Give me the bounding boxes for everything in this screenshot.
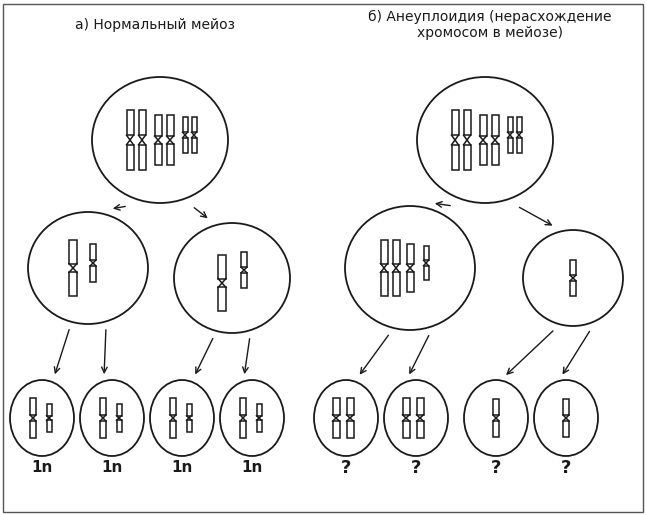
Bar [30,398,36,415]
Bar [516,117,521,132]
Bar [186,420,192,432]
Text: ?: ? [341,459,351,477]
Bar [347,398,353,415]
Bar [463,110,470,135]
Bar [100,398,106,415]
Bar [406,272,413,292]
Ellipse shape [464,380,528,456]
Ellipse shape [174,223,290,333]
Ellipse shape [80,380,144,456]
Bar [424,246,428,260]
Bar [507,117,512,132]
Bar [182,117,188,132]
Bar [563,399,569,415]
Ellipse shape [314,380,378,456]
Bar [116,404,122,416]
Bar [563,421,569,437]
Bar [452,145,459,170]
Bar [90,266,96,282]
Ellipse shape [28,212,148,324]
Bar [492,115,498,136]
Text: ?: ? [491,459,501,477]
Ellipse shape [534,380,598,456]
Bar [393,272,399,296]
Ellipse shape [384,380,448,456]
Bar [186,404,192,416]
Bar [30,421,36,438]
Bar [241,273,247,288]
Bar [100,421,106,438]
Bar [116,420,122,432]
Bar [570,281,576,296]
Text: а) Нормальный мейоз: а) Нормальный мейоз [75,18,235,32]
Ellipse shape [150,380,214,456]
Bar [516,138,521,153]
Bar [333,421,340,438]
Bar [492,144,498,165]
Bar [138,145,146,170]
Bar [166,144,173,165]
Bar [170,421,176,438]
Bar [424,266,428,280]
Bar [493,421,499,437]
Text: 1n: 1n [31,460,52,475]
Bar [256,420,261,432]
Ellipse shape [10,380,74,456]
Bar [240,421,246,438]
Bar [507,138,512,153]
Bar [47,404,52,416]
Bar [138,110,146,135]
Bar [182,138,188,153]
Bar [256,404,261,416]
Ellipse shape [220,380,284,456]
Text: 1n: 1n [171,460,193,475]
Text: 1n: 1n [102,460,123,475]
Bar [493,399,499,415]
Bar [241,252,247,267]
Bar [170,398,176,415]
Bar [192,138,197,153]
Bar [155,115,162,136]
Bar [402,398,410,415]
Bar [127,145,133,170]
Bar [69,272,77,296]
Bar [406,244,413,264]
Bar [347,421,353,438]
Ellipse shape [417,77,553,203]
Bar [417,398,424,415]
Bar [463,145,470,170]
Bar [218,255,226,279]
Bar [479,144,487,165]
Bar [570,260,576,275]
Bar [166,115,173,136]
Ellipse shape [523,230,623,326]
Bar [90,244,96,260]
Bar [127,110,133,135]
Bar [417,421,424,438]
Bar [69,240,77,264]
Bar [402,421,410,438]
Bar [333,398,340,415]
Bar [218,287,226,311]
Ellipse shape [345,206,475,330]
Bar [380,240,388,264]
Bar [240,398,246,415]
Bar [380,272,388,296]
Bar [47,420,52,432]
Bar [155,144,162,165]
Ellipse shape [92,77,228,203]
Text: ?: ? [411,459,421,477]
Text: ?: ? [561,459,571,477]
Text: 1n: 1n [241,460,263,475]
Bar [192,117,197,132]
Bar [479,115,487,136]
Bar [452,110,459,135]
Bar [393,240,399,264]
Text: б) Анеуплоидия (нерасхождение
хромосом в мейозе): б) Анеуплоидия (нерасхождение хромосом в… [368,10,612,40]
